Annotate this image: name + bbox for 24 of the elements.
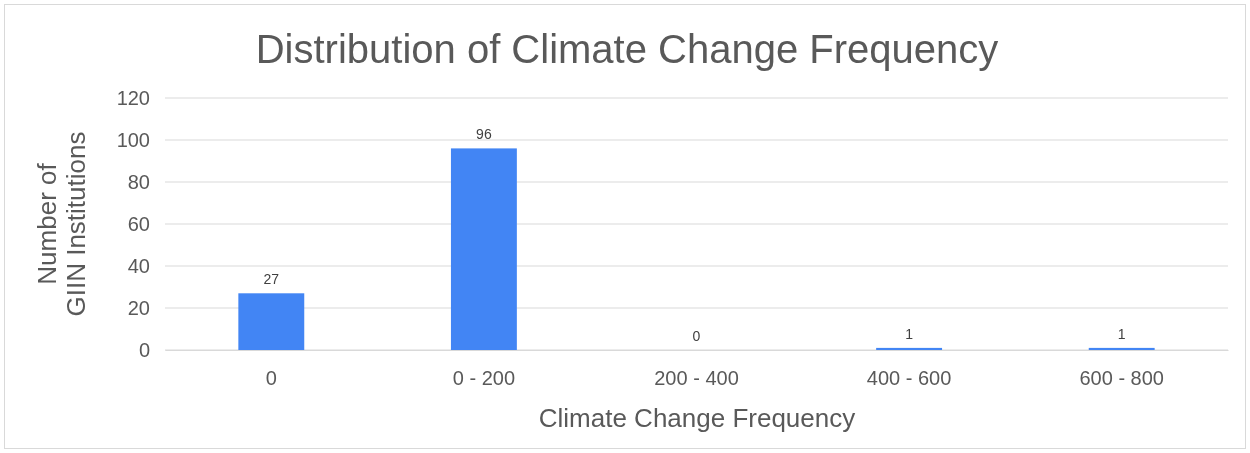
bar [1088, 347, 1155, 350]
x-tick-label: 0 [265, 367, 277, 389]
data-label: 1 [905, 325, 914, 342]
data-label: 0 [692, 328, 701, 344]
y-tick-label: 40 [127, 254, 150, 277]
x-axis-title: Climate Change Frequency [538, 403, 856, 433]
bar [450, 148, 517, 350]
chart-title: Distribution of Climate Change Frequency [255, 27, 999, 71]
y-tick-label: 100 [116, 128, 150, 151]
y-tick-label: 60 [127, 212, 150, 235]
x-tick-label: 600 - 800 [1079, 367, 1164, 389]
data-label: 1 [1117, 325, 1126, 342]
bar [238, 293, 305, 350]
x-tick-label: 400 - 600 [866, 367, 952, 389]
data-label: 96 [476, 126, 492, 143]
y-tick-label: 120 [116, 86, 150, 109]
x-tick-label: 200 - 400 [654, 367, 739, 389]
y-tick-label: 80 [127, 170, 150, 193]
y-axis-title: Number of GIIN Institutions [32, 131, 91, 317]
y-tick-label: 0 [138, 338, 150, 361]
x-tick-label: 0 - 200 [452, 367, 516, 389]
y-tick-label: 20 [127, 296, 150, 319]
data-label: 27 [263, 271, 280, 288]
bar [876, 347, 943, 350]
